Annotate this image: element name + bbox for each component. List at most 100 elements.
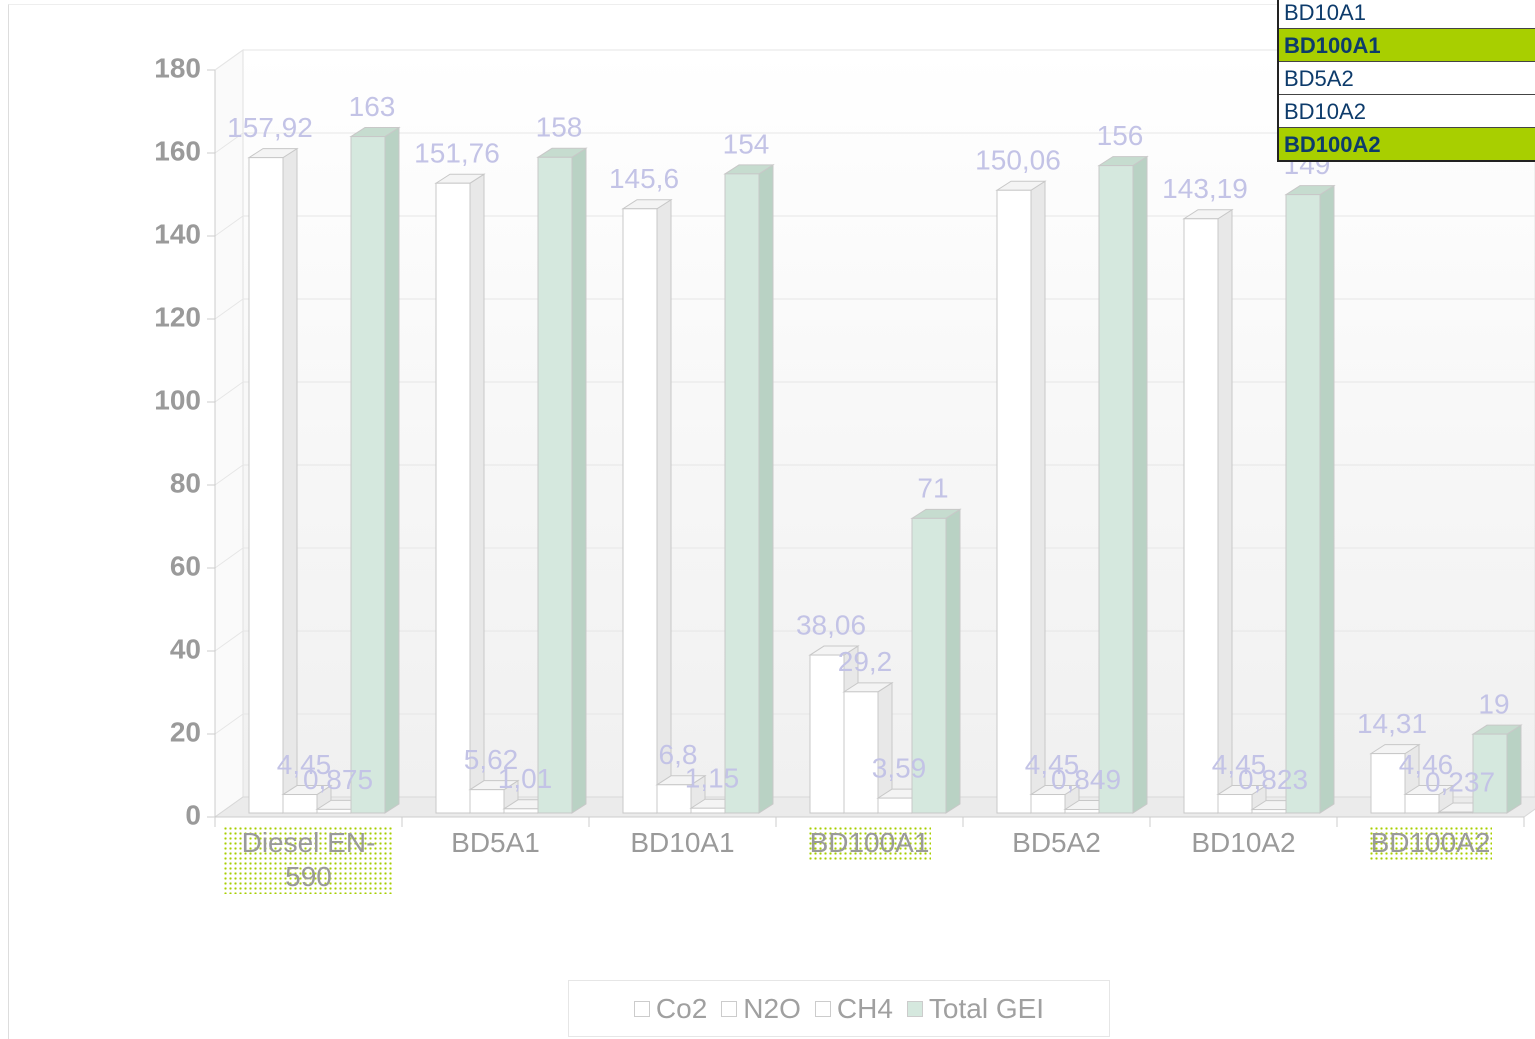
value-label: 4,46 [1399,749,1454,780]
bar [877,797,913,814]
x-tick-label: BD10A2 [1158,826,1329,860]
bar [1030,794,1066,814]
value-label: 145,6 [609,163,679,194]
x-tick-label: BD10A1 [597,826,768,860]
value-label: 3,59 [872,752,927,783]
bar-side [1030,180,1046,814]
value-label: 1,15 [685,763,740,794]
bar-side [469,173,485,814]
value-label: 5,62 [464,744,519,775]
dropdown-item[interactable]: BD5A2 [1279,61,1535,94]
bar [622,208,658,814]
bar-side [758,163,774,814]
dropdown-item[interactable]: BD10A1 [1279,0,1535,28]
bar [690,807,726,814]
legend-label: Co2 [655,992,708,1024]
value-label: 4,45 [1212,749,1267,780]
bar-side [945,508,961,814]
bar [350,136,386,814]
x-tick-label: Diesel EN-590 [223,826,394,894]
y-tick-label: 0 [185,799,201,830]
bar [809,654,845,814]
legend: Co2 N2O CH4 Total GEI [568,980,1110,1037]
bar [911,517,947,814]
side-wall [214,49,244,818]
chart-frame [8,4,1535,1039]
value-label: 14,31 [1357,708,1427,739]
bar [503,808,539,814]
dropdown-item[interactable]: BD100A1 [1279,28,1535,61]
dropdown-item[interactable]: BD10A2 [1279,94,1535,127]
bar-side [384,126,400,814]
bar [1183,218,1219,814]
x-tick-label: BD100A1 [784,826,955,860]
bar-side [1506,724,1522,814]
dropdown-item[interactable]: BD100A2 [1279,127,1535,160]
y-tick-label: 20 [170,716,201,747]
x-tick-text: BD10A1 [630,827,735,858]
bar-side [656,198,672,814]
y-tick-label: 80 [170,467,201,498]
y-tick-label: 160 [154,135,201,166]
legend-swatch [633,1000,650,1017]
x-tick-label: BD5A1 [410,826,581,860]
legend-item: CH4 [814,992,893,1025]
bar [656,784,692,814]
bar-side [1217,208,1233,814]
bar [435,182,471,814]
legend-label: CH4 [836,992,893,1024]
value-label: 163 [349,91,396,122]
value-label: 157,92 [227,112,313,143]
bar [1217,794,1253,814]
legend-label: Total GEI [928,992,1045,1024]
value-label: 0,823 [1238,764,1308,795]
x-tick-text: BD100A1 [807,826,932,860]
x-tick-text: BD100A2 [1368,826,1493,860]
bar-side [571,147,587,814]
value-label: 0,875 [303,764,373,795]
bar [1064,808,1100,814]
value-label: 38,06 [796,609,866,640]
y-tick-label: 40 [170,633,201,664]
legend-item: Co2 [633,992,708,1025]
legend-swatch [721,1000,738,1017]
bar [537,156,573,814]
bar-side [282,147,298,814]
x-tick-text: BD5A1 [451,827,540,858]
legend-item: Total GEI [906,992,1045,1025]
bar-side [1132,155,1148,814]
bar-side [1319,184,1335,814]
value-label: 4,45 [277,749,332,780]
bar [1438,811,1474,814]
value-label: 4,45 [1025,749,1080,780]
y-tick-label: 100 [154,384,201,415]
grid-line [214,49,1535,71]
x-tick-text: Diesel EN-590 [223,826,394,894]
legend-label: N2O [743,992,801,1024]
bar [316,808,352,814]
bar [1472,733,1508,814]
value-label: 156 [1097,120,1144,151]
value-label: 154 [723,128,770,159]
bar [1285,194,1321,814]
value-label: 151,76 [414,138,500,169]
bar [843,691,879,814]
legend-swatch [906,1000,923,1017]
x-tick-text: BD5A2 [1012,827,1101,858]
value-label: 6,8 [659,739,698,770]
bar [724,173,760,814]
bar [248,157,284,814]
y-tick-label: 120 [154,301,201,332]
value-label: 19 [1478,689,1509,720]
value-label: 0,849 [1051,764,1121,795]
legend-swatch [814,1000,831,1017]
value-label: 143,19 [1162,173,1248,204]
value-label: 29,2 [838,646,893,677]
value-label: 150,06 [975,145,1061,176]
bar [282,794,318,814]
x-tick-label: BD100A2 [1345,826,1516,860]
x-tick-label: BD5A2 [971,826,1142,860]
y-tick-label: 140 [154,218,201,249]
